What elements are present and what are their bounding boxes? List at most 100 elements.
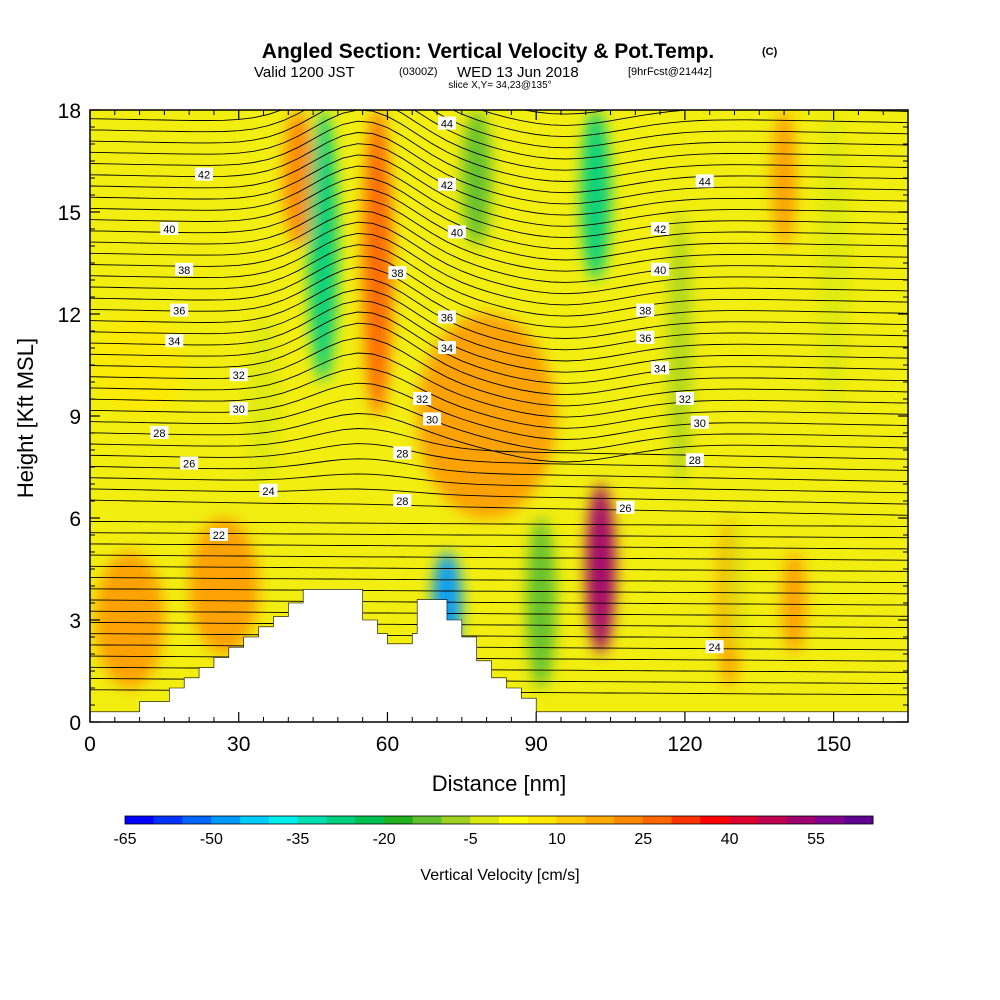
contour-label-box — [413, 392, 432, 405]
theta-isoline — [90, 633, 908, 640]
theta-isoline — [90, 165, 908, 239]
contour-label-box — [160, 222, 179, 235]
colorbar-swatch — [383, 816, 414, 824]
contour-label-box — [195, 167, 214, 181]
theta-isoline — [90, 397, 908, 452]
velocity-feature — [461, 110, 492, 246]
colorbar-swatch — [355, 816, 385, 824]
contour-label: 24 — [709, 642, 721, 654]
contour-label-box — [685, 453, 704, 467]
contour-label: 38 — [391, 268, 403, 280]
chart-title-unit: (C) — [762, 46, 778, 58]
colorbar-swatch — [240, 816, 270, 824]
contour-label: 34 — [441, 343, 453, 355]
contour-label: 34 — [168, 336, 180, 348]
colorbar-swatch — [527, 816, 557, 824]
x-tick-label: 150 — [816, 733, 851, 756]
theta-isoline — [90, 110, 908, 160]
theta-isoline — [90, 110, 908, 171]
theta-isoline — [90, 277, 908, 351]
contour-label-box — [209, 528, 228, 541]
theta-isoline — [90, 232, 908, 306]
theta-isoline — [90, 255, 908, 328]
theta-isoline — [90, 199, 908, 272]
colorbar-swatch — [757, 816, 788, 824]
contour-label: 32 — [233, 370, 245, 382]
colorbar-tick-label: -5 — [463, 831, 477, 848]
theta-isoline — [90, 382, 908, 440]
theta-isoline — [90, 458, 908, 483]
contour-label-box — [170, 303, 189, 317]
theta-isoline — [90, 322, 908, 396]
velocity-feature — [580, 110, 611, 280]
contour-label-box — [423, 412, 442, 426]
contour-label-box — [393, 446, 412, 460]
theta-isoline — [90, 311, 908, 384]
colorbar-swatch — [642, 816, 673, 824]
velocity-band — [771, 110, 797, 246]
theta-isoline — [90, 120, 908, 194]
theta-isoline — [90, 143, 908, 216]
colorbar-swatch — [470, 816, 500, 824]
y-tick-label: 15 — [58, 202, 81, 225]
colorbar-swatch — [326, 816, 356, 824]
contour-label-box — [636, 303, 655, 317]
theta-isoline — [90, 588, 908, 595]
theta-isoline — [90, 300, 908, 373]
contour-label-box — [447, 225, 466, 239]
contour-label-box — [651, 262, 670, 276]
theta-isoline — [90, 413, 908, 463]
theta-isoline — [90, 352, 908, 418]
contour-label-box — [437, 341, 456, 354]
y-tick-label: 9 — [69, 406, 81, 429]
y-tick-label: 6 — [69, 508, 81, 531]
contour-label: 38 — [639, 306, 651, 318]
theta-isoline — [90, 621, 908, 628]
colorbar: -65 -50 -35 -20 -5 10 25 40 55 — [113, 815, 874, 848]
contour-label-box — [437, 310, 456, 324]
colorbar-swatch — [412, 816, 442, 824]
x-tick-label: 30 — [227, 733, 250, 756]
contour-label-box — [175, 262, 194, 276]
colorbar-swatch — [585, 816, 615, 824]
velocity-band — [781, 552, 807, 654]
contour-label-box — [229, 368, 248, 382]
y-tick-label: 0 — [69, 712, 81, 735]
contour-label: 30 — [694, 418, 706, 430]
colorbar-swatch — [182, 816, 212, 824]
contour-label-box — [695, 174, 714, 188]
y-tick-label: 12 — [58, 304, 81, 327]
contour-label: 44 — [441, 119, 453, 131]
contour-label-box — [180, 456, 199, 470]
theta-isoline — [90, 577, 908, 584]
velocity-band — [94, 552, 165, 688]
contour-label-box — [651, 361, 670, 375]
colorbar-tick-label: 55 — [807, 831, 825, 848]
contour-label: 26 — [619, 503, 631, 515]
subtitle-forecast: [9hrFcst@2144z] — [628, 66, 712, 78]
contour-label: 22 — [213, 530, 225, 542]
contour-label-box — [393, 494, 412, 507]
theta-isoline — [90, 154, 908, 227]
velocity-band — [417, 314, 557, 518]
x-tick-label: 0 — [84, 733, 96, 756]
contour-label: 44 — [699, 176, 711, 188]
colorbar-tick-label: 40 — [721, 831, 739, 848]
contour-label: 34 — [654, 363, 666, 375]
colorbar-swatch — [700, 816, 730, 824]
contour-label-box — [636, 330, 655, 344]
theta-isoline — [90, 176, 908, 250]
colorbar-swatch — [211, 816, 241, 824]
velocity-band — [189, 518, 259, 654]
contour-label-box — [437, 116, 456, 130]
x-tick-label: 60 — [376, 733, 399, 756]
theta-isoline — [90, 655, 908, 662]
colorbar-swatch — [297, 816, 327, 824]
contour-label: 26 — [183, 459, 195, 471]
y-tick-label: 18 — [58, 100, 81, 123]
contour-label: 30 — [426, 414, 438, 426]
contour-label-box — [690, 415, 709, 429]
theta-isoline — [90, 210, 908, 283]
x-tick-label: 120 — [667, 733, 702, 756]
